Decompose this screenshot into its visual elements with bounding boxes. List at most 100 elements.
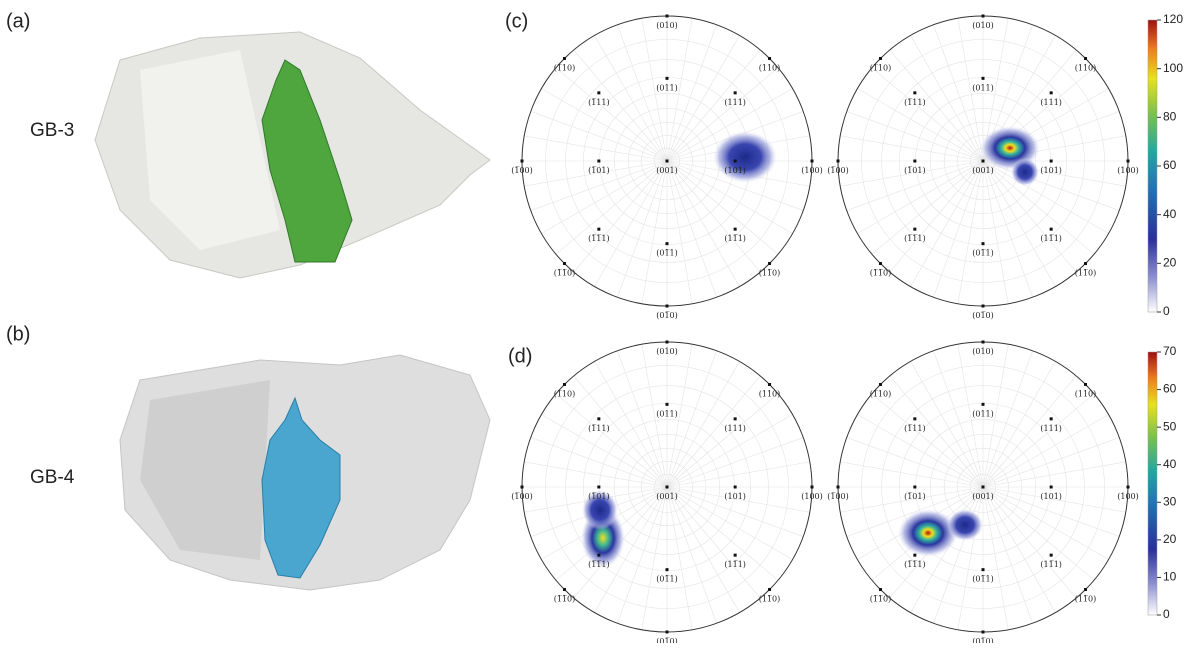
pole-label: (110) [1075,63,1097,72]
pole-dot [913,554,916,557]
colorbar-tick-label: 30 [1163,494,1177,508]
colorbar-tick-label: 0 [1163,304,1170,318]
pole-dot [1127,486,1130,489]
pole-dot [597,486,600,489]
pole-label: (011) [656,409,678,418]
pole-dot [913,91,916,94]
pole-dot [666,403,669,406]
pole-label: (1̅01) [588,492,610,501]
pole-dot [734,417,737,420]
pole-label: (010) [972,21,994,30]
pole-label: (11̅1) [1040,234,1062,243]
pole-dot [666,568,669,571]
pole-label: (11̅0) [759,269,781,278]
pole-dot [1127,160,1130,163]
density-spot [947,509,983,541]
pole-label: (100) [801,166,823,175]
pole-label: (111) [724,424,746,433]
pole-dot [1084,588,1087,591]
pole-label: (1̅10) [554,389,576,398]
pole-dot [982,631,985,634]
pole-label: (01̅1) [972,575,994,584]
colorbar-tick-label: 20 [1163,256,1177,270]
pole-label: (1̅00) [511,166,533,175]
pole-dot [563,262,566,265]
pole-label: (101) [724,492,746,501]
colorbar-tick-label: 40 [1163,207,1177,221]
pole-dot [563,588,566,591]
pole-label: (11̅0) [759,595,781,604]
pole-dot [666,631,669,634]
pole-label: (1̅1̅0) [870,269,892,278]
pole-dot [666,305,669,308]
pole-dot [1050,486,1053,489]
colorbar-tick-label: 50 [1163,419,1177,433]
pole-label: (111) [724,98,746,107]
pole-label: (1̅1̅0) [554,269,576,278]
pole-label: (1̅11) [588,424,610,433]
colorbar [1148,20,1157,312]
pole-label: (1̅00) [827,166,849,175]
pole-label: (01̅0) [972,637,994,643]
pole-label: (1̅10) [554,63,576,72]
pole-label: (010) [656,21,678,30]
pole-dot [879,262,882,265]
pole-label: (01̅1) [656,249,678,258]
colorbar-tick-label: 40 [1163,457,1177,471]
pole-label: (1̅00) [511,492,533,501]
pole-label: (01̅0) [656,311,678,320]
pole-dot [811,486,814,489]
pole-dot [837,486,840,489]
colorbar-tick-label: 70 [1163,344,1177,358]
pole-dot [982,403,985,406]
pole-label: (110) [759,63,781,72]
pole-label: (110) [1075,389,1097,398]
colorbar-tick-label: 100 [1163,61,1183,75]
pole-dot [597,228,600,231]
pole-label: (001) [972,492,994,501]
pole-dot [666,160,669,163]
pole-dot [597,417,600,420]
pole-label: (100) [1117,166,1139,175]
gb-label: GB-4 [30,467,75,488]
pole-dot [837,160,840,163]
pole-label: (1̅11) [904,424,926,433]
pole-dot [734,486,737,489]
pole-dot [913,486,916,489]
pole-dot [734,160,737,163]
pole-dot [1050,91,1053,94]
panel-label: (d) [508,345,532,367]
panel-label: (c) [505,10,528,32]
colorbar-tick-label: 10 [1163,570,1177,584]
pole-dot [666,77,669,80]
pole-label: (001) [656,166,678,175]
pole-label: (1̅10) [870,63,892,72]
colorbar-tick-label: 120 [1163,12,1183,26]
pole-label: (101) [1040,166,1062,175]
pole-dot [1084,57,1087,60]
pole-dot [734,228,737,231]
pole-label: (1̅11) [588,98,610,107]
pole-dot [1050,417,1053,420]
pole-label: (1̅01) [588,166,610,175]
pole-dot [982,160,985,163]
pole-label: (111) [1040,98,1062,107]
density-spot [713,131,777,183]
pole-label: (11̅0) [1075,595,1097,604]
pole-label: (1̅11) [904,98,926,107]
pole-dot [666,486,669,489]
pole-label: (11̅1) [724,560,746,569]
pole-dot [768,262,771,265]
pole-dot [879,383,882,386]
gb-label: GB-3 [30,120,74,141]
pole-dot [879,57,882,60]
panel-label: (a) [6,10,30,32]
pole-dot [563,383,566,386]
pole-label: (01̅1) [972,249,994,258]
pole-label: (11̅0) [1075,269,1097,278]
colorbar-tick-label: 80 [1163,110,1177,124]
pole-dot [1084,262,1087,265]
pole-dot [1084,383,1087,386]
pole-dot [982,242,985,245]
density-spot [1011,158,1039,186]
